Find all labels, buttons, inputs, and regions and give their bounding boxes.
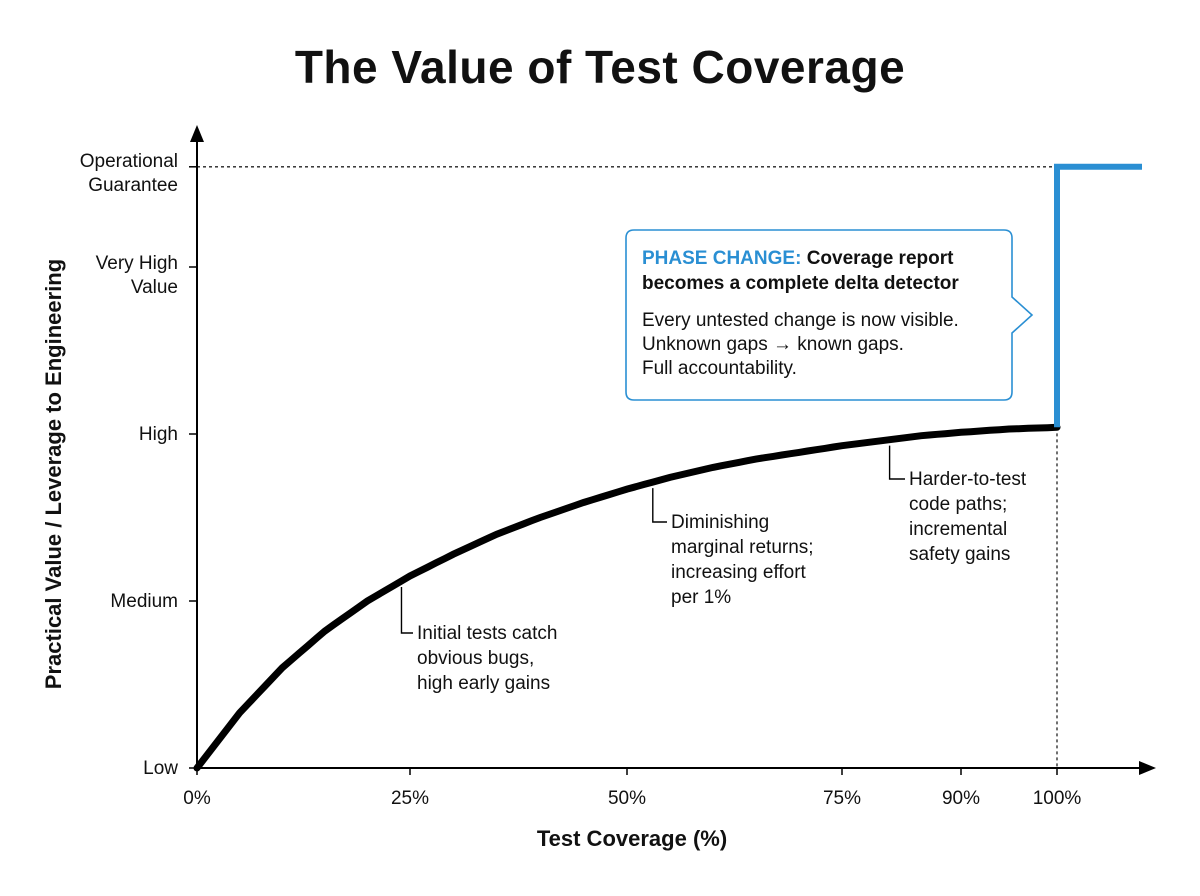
annotation-line: obvious bugs, xyxy=(417,648,535,669)
callout-line: Unknown gaps → known gaps. xyxy=(642,334,904,355)
x-tick-label-25: 25% xyxy=(390,788,430,809)
coverage-value-curve xyxy=(193,423,1061,772)
y-tick-label-very-high-value: Very High Value xyxy=(95,253,178,298)
annotation-line: Diminishing xyxy=(671,512,770,533)
x-axis-label: Test Coverage (%) xyxy=(536,826,728,851)
y-tick-label-medium: Medium xyxy=(110,591,178,612)
annotation-pointer xyxy=(888,445,905,480)
annotation-diminishing-returns: Diminishing marginal returns; increasing… xyxy=(671,510,814,610)
annotation-pointer xyxy=(400,586,413,634)
x-tick-label-50: 50% xyxy=(607,788,647,809)
x-axis-arrow xyxy=(1139,761,1156,775)
y-axis-arrow xyxy=(190,125,204,142)
annotation-line: safety gains xyxy=(909,544,1011,565)
x-tick-label-100: 100% xyxy=(1032,788,1082,809)
callout-body: Every untested change is now visible. Un… xyxy=(642,309,998,381)
x-tick-label-0: 0% xyxy=(183,788,211,809)
annotation-initial-tests: Initial tests catch obvious bugs, high e… xyxy=(417,621,557,696)
x-tick-label-75: 75% xyxy=(822,788,862,809)
callout-title: PHASE CHANGE: Coverage report becomes a … xyxy=(642,246,998,296)
chart-title: The Value of Test Coverage xyxy=(294,41,906,93)
phase-change-callout: PHASE CHANGE: Coverage report becomes a … xyxy=(626,230,1012,400)
callout-line: Every untested change is now visible. xyxy=(642,310,959,331)
annotation-line: Initial tests catch xyxy=(417,623,558,644)
phase-change-step-line xyxy=(1054,163,1142,428)
annotation-line: code paths; xyxy=(909,494,1008,515)
y-tick-label-low: Low xyxy=(143,758,178,779)
callout-box xyxy=(625,229,1034,401)
callout-title-line2: becomes a complete delta detector xyxy=(642,273,959,294)
annotation-line: Harder-to-test xyxy=(909,469,1027,490)
callout-highlight: PHASE CHANGE: xyxy=(642,248,802,269)
y-tick-label-high: High xyxy=(138,424,178,445)
callout-title-rest: Coverage report xyxy=(806,248,954,269)
annotation-harder-to-test: Harder-to-test code paths; incremental s… xyxy=(909,467,1026,567)
annotation-line: increasing effort xyxy=(671,562,806,583)
annotation-line: high early gains xyxy=(417,673,551,694)
callout-line: Full accountability. xyxy=(642,358,797,379)
annotation-line: marginal returns; xyxy=(671,537,814,558)
y-tick-label-operational-guarantee: Operational Guarantee xyxy=(79,151,178,196)
annotation-line: incremental xyxy=(909,519,1008,540)
x-tick-label-90: 90% xyxy=(941,788,981,809)
annotation-pointer xyxy=(652,488,667,523)
annotation-line: per 1% xyxy=(671,587,732,608)
